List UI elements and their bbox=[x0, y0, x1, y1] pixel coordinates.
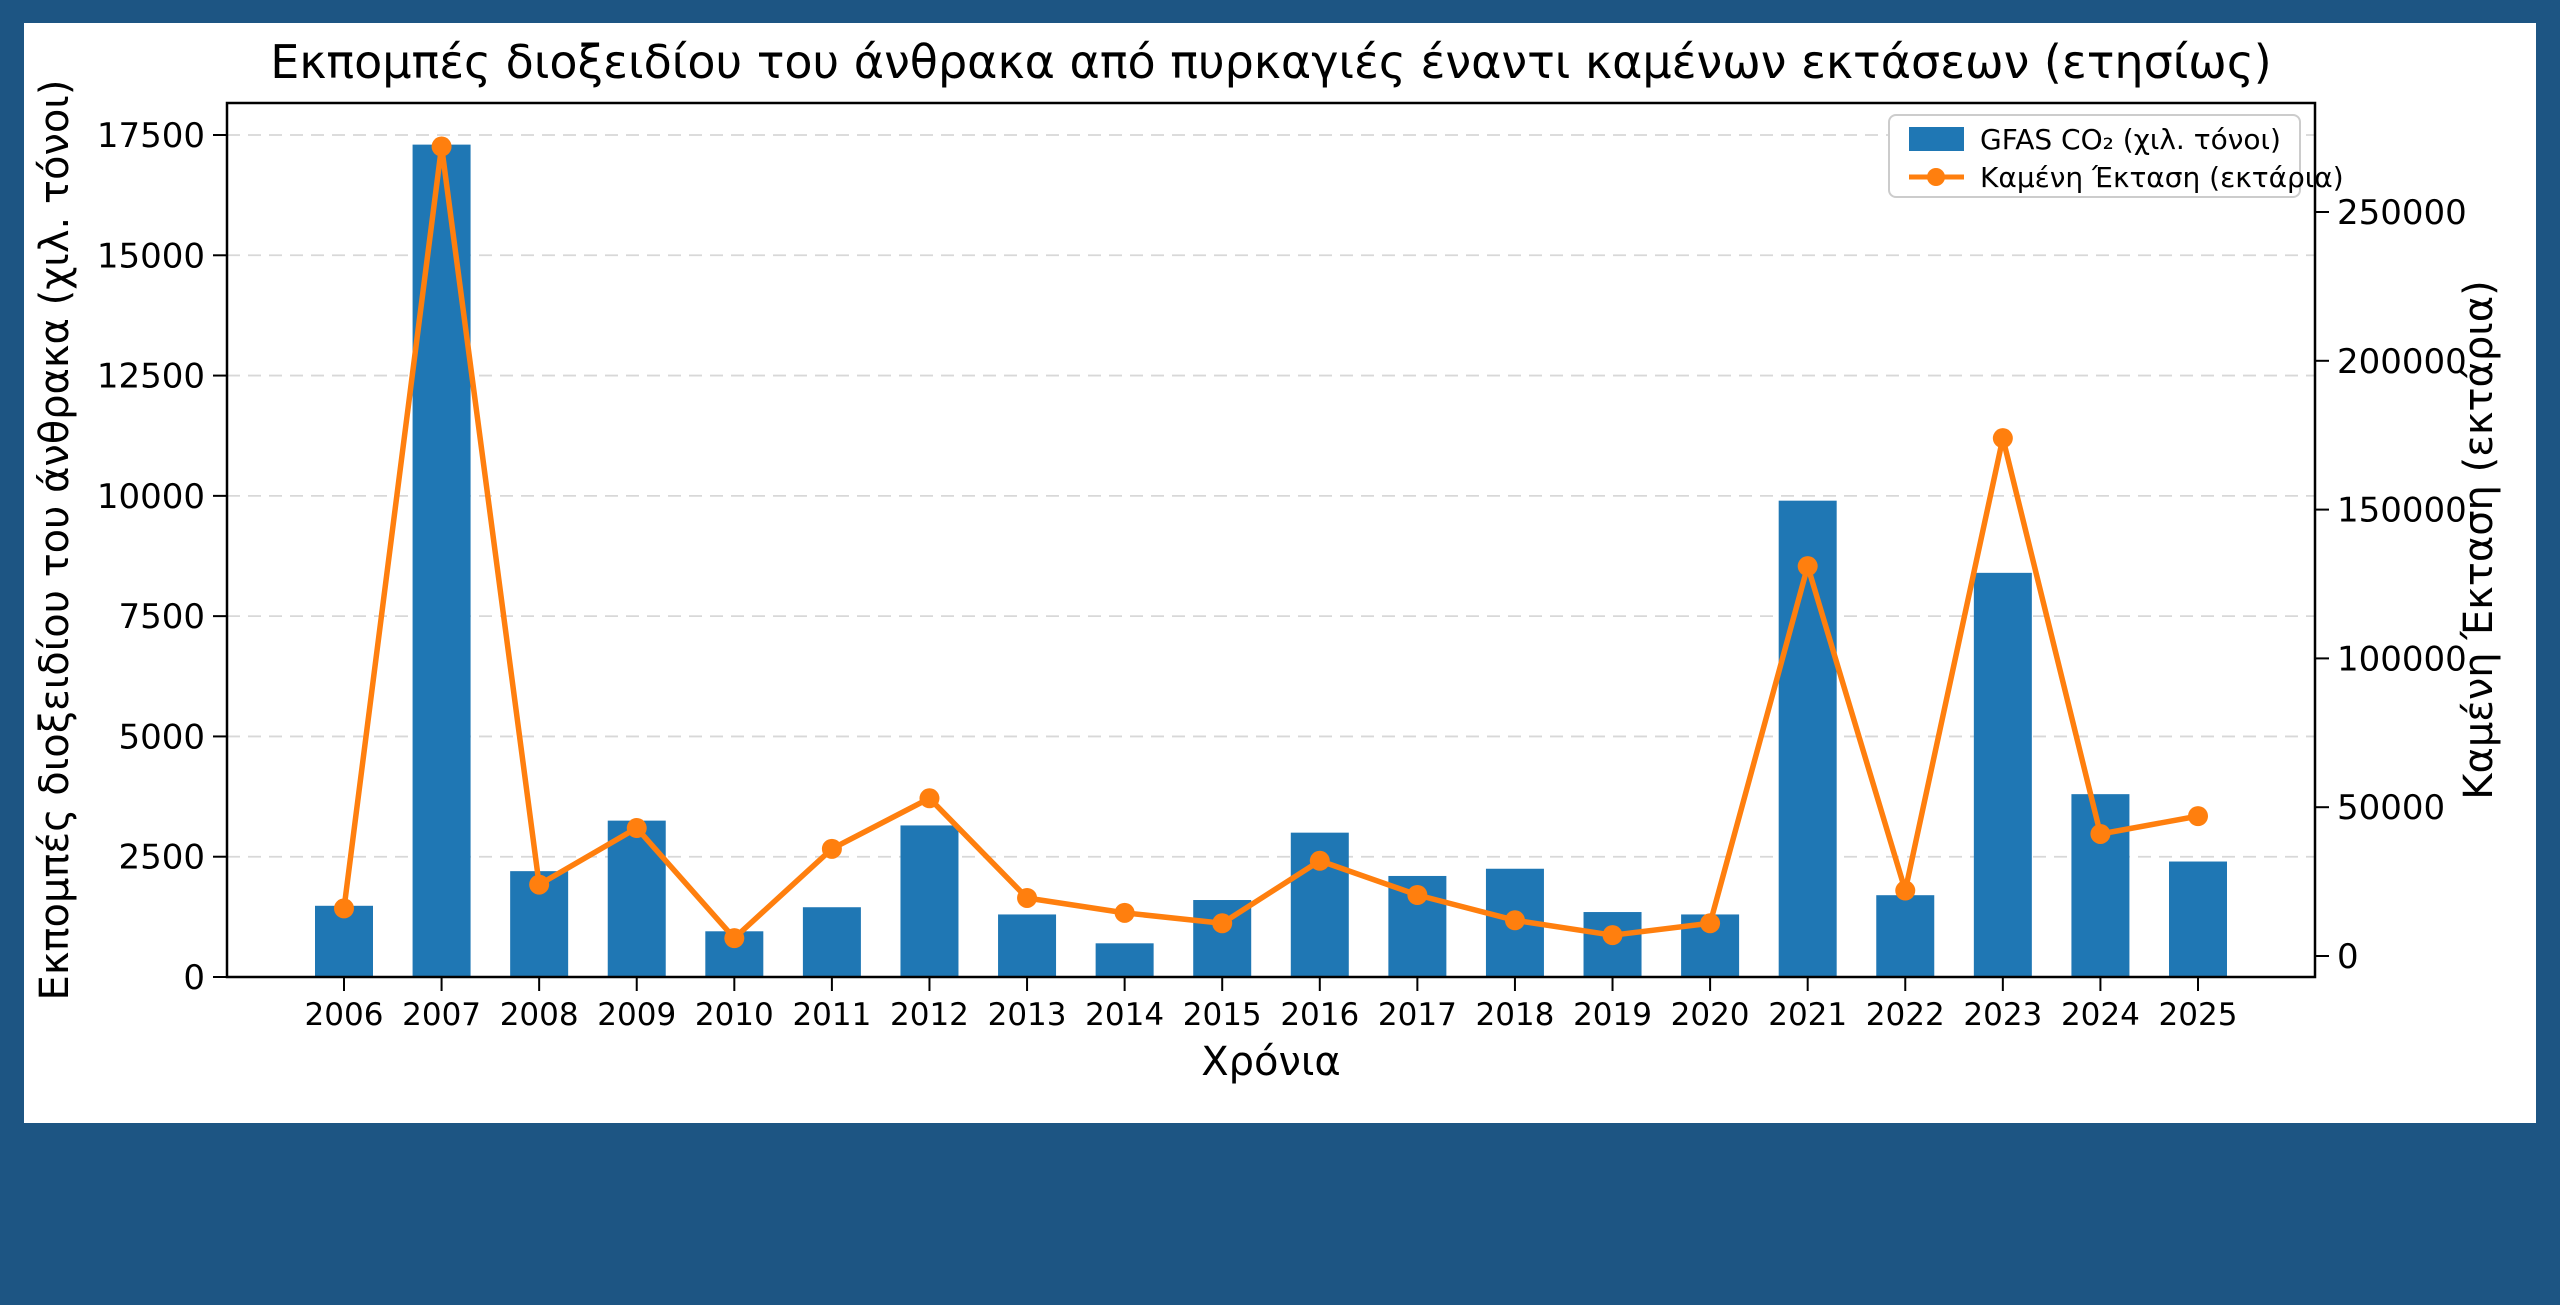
bar-2021 bbox=[1778, 500, 1837, 977]
marker-2019 bbox=[1602, 925, 1623, 946]
left-tick-label: 15000 bbox=[97, 236, 205, 276]
bar-2014 bbox=[1095, 943, 1154, 977]
left-axis-label: Εκπομπές διοξειδίου του άνθρακα (χιλ. τό… bbox=[32, 80, 78, 1001]
left-tick-label: 12500 bbox=[97, 357, 205, 397]
legend-bar-swatch bbox=[1909, 127, 1964, 151]
left-tick-label: 7500 bbox=[118, 597, 205, 637]
marker-2009 bbox=[626, 818, 647, 839]
marker-2024 bbox=[2090, 823, 2111, 844]
marker-2023 bbox=[1992, 428, 2013, 449]
marker-2006 bbox=[334, 898, 354, 919]
x-tick-label: 2015 bbox=[1183, 997, 1262, 1033]
x-tick-label: 2020 bbox=[1671, 997, 1750, 1033]
x-tick-label: 2019 bbox=[1573, 997, 1652, 1033]
x-tick-label: 2021 bbox=[1768, 997, 1847, 1033]
x-tick-label: 2006 bbox=[305, 997, 384, 1033]
marker-2018 bbox=[1504, 910, 1525, 931]
marker-2014 bbox=[1114, 902, 1135, 923]
x-tick-label: 2025 bbox=[2159, 997, 2238, 1033]
x-tick-label: 2012 bbox=[890, 997, 969, 1033]
x-tick-label: 2022 bbox=[1866, 997, 1945, 1033]
marker-2008 bbox=[529, 874, 550, 895]
legend-label-line: Καμένη Έκταση (εκτάρια) bbox=[1980, 161, 2344, 194]
marker-2022 bbox=[1895, 880, 1916, 901]
marker-2012 bbox=[919, 788, 940, 809]
chart-panel: 0 2500 5000 7500 10000 12500 15000 17500 0 50000 1… bbox=[24, 23, 2536, 1123]
right-tick-label: 250000 bbox=[2337, 193, 2467, 233]
marker-2007 bbox=[431, 136, 452, 157]
marker-2013 bbox=[1017, 887, 1038, 908]
right-tick-label: 100000 bbox=[2337, 639, 2467, 679]
x-tick-label: 2011 bbox=[792, 997, 871, 1033]
left-tick-label: 0 bbox=[183, 958, 205, 998]
x-tick-label: 2018 bbox=[1475, 997, 1554, 1033]
legend-label-bar: GFAS CO₂ (χιλ. τόνοι) bbox=[1980, 123, 2281, 156]
chart-title: Εκπομπές διοξειδίου του άνθρακα από πυρκ… bbox=[270, 35, 2272, 89]
right-tick-label: 150000 bbox=[2337, 491, 2467, 531]
right-tick-label: 200000 bbox=[2337, 342, 2467, 382]
marker-2016 bbox=[1309, 850, 1330, 871]
bar-2024 bbox=[2071, 794, 2130, 977]
legend-box bbox=[1888, 114, 2301, 198]
x-tick-label: 2010 bbox=[695, 997, 774, 1033]
co2-vs-burned-area-chart: 0 2500 5000 7500 10000 12500 15000 17500 0 50000 1… bbox=[32, 35, 2502, 1085]
left-tick-label: 10000 bbox=[97, 477, 205, 517]
plot-frame bbox=[225, 101, 2317, 979]
left-tick-label: 2500 bbox=[118, 838, 205, 878]
legend-line-marker bbox=[1927, 168, 1945, 186]
burned-area-line bbox=[341, 143, 2199, 941]
footer-logo-bar: PROGRAMME OF THE EUROPEAN UNION opernicu… bbox=[0, 1123, 2560, 1305]
bar-2022 bbox=[1876, 895, 1935, 977]
x-tick-label: 2014 bbox=[1085, 997, 1164, 1033]
marker-2015 bbox=[1212, 913, 1233, 934]
x-tick-label: 2009 bbox=[597, 997, 676, 1033]
x-axis-label: Χρόνια bbox=[1201, 1039, 1341, 1085]
right-tick-label: 50000 bbox=[2337, 788, 2445, 828]
bar-2007 bbox=[412, 144, 471, 978]
left-tick-label: 5000 bbox=[118, 717, 205, 757]
bar-2013 bbox=[998, 914, 1057, 977]
x-tick-label: 2023 bbox=[1963, 997, 2042, 1033]
right-tick-label: 0 bbox=[2337, 937, 2359, 977]
bar-2009 bbox=[607, 820, 666, 977]
marker-2017 bbox=[1407, 884, 1428, 905]
bar-2012 bbox=[900, 825, 959, 977]
x-tick-label: 2017 bbox=[1378, 997, 1457, 1033]
x-tick-label: 2016 bbox=[1280, 997, 1359, 1033]
marker-2010 bbox=[724, 928, 745, 949]
bar-2011 bbox=[802, 907, 861, 977]
bar-2023 bbox=[1973, 572, 2032, 977]
marker-2021 bbox=[1797, 556, 1818, 577]
marker-2011 bbox=[821, 838, 842, 859]
marker-2020 bbox=[1700, 913, 1721, 934]
x-tick-label: 2008 bbox=[500, 997, 579, 1033]
bar-2025 bbox=[2169, 861, 2227, 977]
x-tick-label: 2024 bbox=[2061, 997, 2140, 1033]
left-tick-label: 17500 bbox=[97, 116, 205, 156]
right-axis-label: Καμένη Έκταση (εκτάρια) bbox=[2456, 280, 2502, 800]
x-tick-label: 2013 bbox=[988, 997, 1067, 1033]
marker-2025 bbox=[2188, 806, 2208, 827]
x-tick-label: 2007 bbox=[402, 997, 481, 1033]
